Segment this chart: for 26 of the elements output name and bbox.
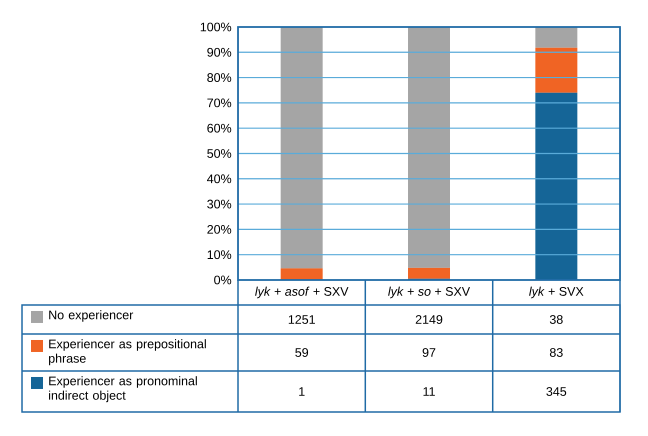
text: 11 xyxy=(423,387,435,396)
y-tick-label: 20% xyxy=(207,224,232,234)
y-tick-label: 60% xyxy=(207,124,232,133)
y-tick-label: 40% xyxy=(207,174,232,184)
x-tick-label: lyk + so + SXV xyxy=(388,286,470,298)
x-tick-label: lyk + asof + SXV xyxy=(255,286,348,298)
text: 59 xyxy=(295,348,308,357)
legend-label: No experiencer xyxy=(49,310,134,322)
text: 345 xyxy=(546,387,566,396)
y-tick-label: 70% xyxy=(207,98,232,108)
text: 97 xyxy=(422,348,436,357)
y-tick-label: 10% xyxy=(208,250,232,260)
text: 2149 xyxy=(416,315,442,324)
text: 1251 xyxy=(288,315,315,324)
y-tick-label: 100% xyxy=(200,22,232,32)
y-tick-label: 50% xyxy=(207,149,232,158)
y-tick-label: 30% xyxy=(207,200,232,208)
legend-label: Experiencer as pronominal indirect object xyxy=(49,376,197,402)
y-tick-label: 80% xyxy=(207,73,232,82)
text: 83 xyxy=(550,348,563,357)
text: 1 xyxy=(299,387,305,396)
legend-label: Experiencer as prepositional phrase xyxy=(49,339,206,366)
x-tick-label: lyk + SVX xyxy=(529,286,584,298)
text: 38 xyxy=(550,315,563,324)
y-tick-label: 90% xyxy=(207,48,232,57)
y-tick-label: 0% xyxy=(214,276,232,284)
